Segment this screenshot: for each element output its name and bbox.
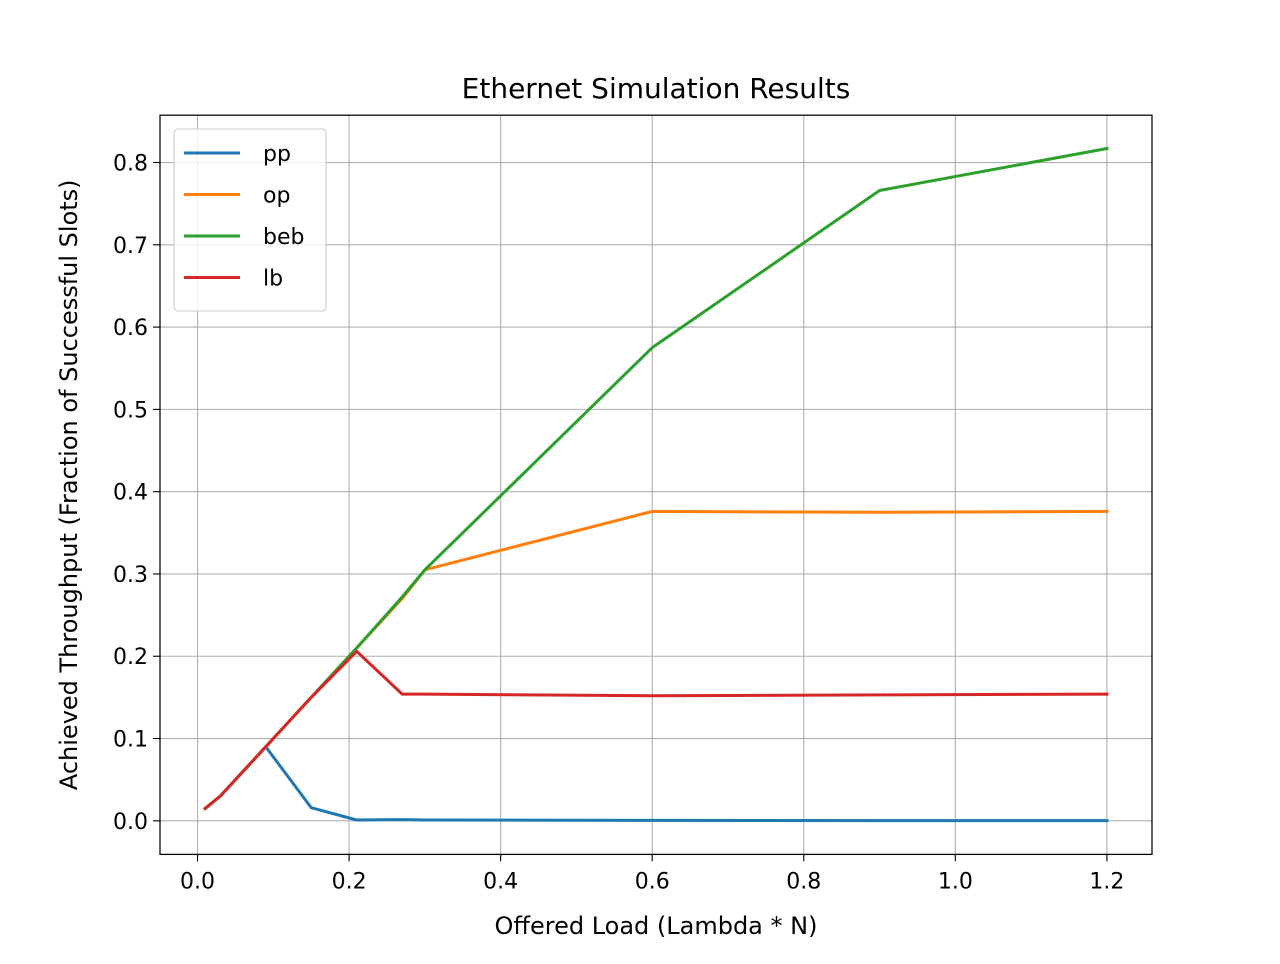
y-tick-label: 0.7 [113,234,148,259]
x-tick-label: 1.2 [1089,869,1124,894]
x-tick-label: 0.0 [180,869,215,894]
x-axis-label: Offered Load (Lambda * N) [495,912,818,940]
y-tick-label: 0.5 [113,398,148,423]
legend-box [173,128,327,312]
y-tick-label: 0.0 [113,810,148,835]
y-tick-label: 0.6 [113,316,148,341]
x-tick-label: 0.4 [483,869,518,894]
y-tick-label: 0.4 [113,481,148,506]
y-tick-label: 0.3 [113,563,148,588]
x-tick-label: 0.8 [786,869,821,894]
grid-lines [160,115,1152,855]
y-tick-label: 0.1 [113,728,148,753]
x-tick-label: 1.0 [938,869,973,894]
legend-label-lb: lb [263,267,283,292]
chart-title: Ethernet Simulation Results [462,72,851,105]
x-tick-label: 0.6 [635,869,670,894]
axis-ticks: 0.0 0.2 0.4 0.6 0.8 1.0 1.2 0.0 0.1 0.2 0.3 0.4 0.5 0… [113,152,1124,895]
series-lines [202,146,1109,823]
y-tick-label: 0.2 [113,645,148,670]
plot-frame [159,114,1153,856]
y-tick-label: 0.8 [113,152,148,177]
series-line-lb [202,649,1109,811]
legend-label-pp: pp [263,142,291,167]
y-axis-label: Achieved Throughput (Fraction of Success… [55,179,83,790]
legend-label-beb: beb [263,225,304,250]
legend: pp op beb lb [173,128,327,312]
x-tick-label: 0.2 [332,869,367,894]
legend-label-op: op [263,184,290,209]
